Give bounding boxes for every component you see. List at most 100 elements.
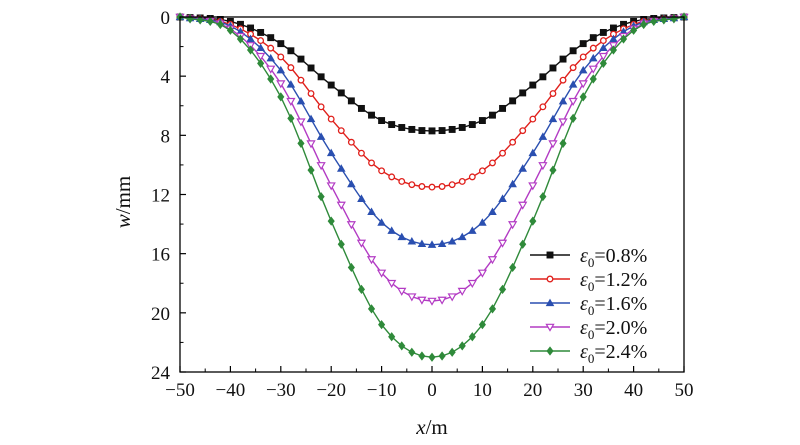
data-point <box>316 162 326 171</box>
data-point <box>407 293 417 302</box>
data-point <box>599 43 608 51</box>
data-point <box>277 92 285 102</box>
data-point <box>327 81 335 89</box>
data-point <box>489 159 496 167</box>
data-point <box>487 256 498 265</box>
legend-symbol: ε <box>580 341 588 363</box>
data-point <box>579 53 587 61</box>
data-point <box>489 111 496 119</box>
data-point <box>327 115 335 123</box>
data-point <box>609 34 618 43</box>
data-point <box>498 284 507 294</box>
x-tick-label: −50 <box>165 380 195 401</box>
data-point <box>388 173 396 181</box>
data-point <box>408 181 416 189</box>
legend-subscript: 0 <box>588 279 595 294</box>
data-point <box>368 159 375 167</box>
data-point <box>457 232 467 241</box>
axes-layer: −50 −40 −30 −20 −10 0 10 20 30 40 50 0 4 8 12 16 20 24 <box>151 8 694 401</box>
y-tick-label: 24 <box>151 363 171 384</box>
data-point <box>457 287 467 296</box>
data-point <box>447 236 457 245</box>
data-point <box>588 53 598 62</box>
data-point <box>397 232 407 241</box>
data-point <box>437 296 447 305</box>
data-point <box>347 262 355 273</box>
data-point <box>589 44 597 52</box>
data-point <box>317 103 325 111</box>
data-point <box>428 352 436 362</box>
series-layer <box>175 12 689 362</box>
legend-label: ε0=2.4% <box>580 341 647 366</box>
data-point <box>519 127 527 135</box>
data-point <box>347 97 355 105</box>
data-point <box>467 279 477 289</box>
data-point <box>478 320 486 330</box>
data-point <box>568 80 578 88</box>
data-point <box>549 165 557 175</box>
data-point <box>529 115 537 123</box>
data-point <box>317 192 325 202</box>
y-tick-label: 20 <box>151 304 170 325</box>
data-point <box>630 25 638 35</box>
data-point <box>357 104 365 112</box>
data-point <box>257 28 265 36</box>
data-point <box>296 118 306 127</box>
x-tick-label: −10 <box>367 380 397 401</box>
data-point <box>286 97 296 106</box>
legend-symbol: ε <box>580 317 588 339</box>
data-point <box>518 201 528 210</box>
y-axis-title-var: w <box>111 214 135 228</box>
data-point <box>388 332 396 342</box>
data-point <box>356 239 367 248</box>
data-point <box>388 121 396 129</box>
data-point <box>609 45 618 55</box>
data-point <box>599 58 607 68</box>
data-point <box>539 73 547 81</box>
data-point <box>539 103 547 111</box>
data-point <box>367 207 376 216</box>
legend-label: ε0=2.0% <box>580 317 647 342</box>
y-axis-title: w/mm <box>111 176 135 229</box>
data-point <box>509 97 517 105</box>
x-axis-title: x/m <box>415 415 448 439</box>
data-point <box>378 167 386 175</box>
data-point <box>548 114 558 123</box>
data-point <box>538 132 548 140</box>
data-point <box>357 149 365 157</box>
legend-marker <box>546 346 554 356</box>
data-point <box>307 90 315 97</box>
data-point <box>286 80 296 88</box>
data-point <box>347 138 355 146</box>
legend-marker <box>546 251 554 259</box>
data-point <box>478 167 486 175</box>
data-point <box>326 182 336 191</box>
legend: ε0=0.8%ε0=1.2%ε0=1.6%ε0=2.0%ε0=2.4% <box>530 245 647 366</box>
data-point <box>398 178 406 185</box>
data-point <box>397 287 407 296</box>
data-point <box>346 221 356 230</box>
data-point <box>307 165 315 175</box>
data-point <box>568 97 578 106</box>
data-point <box>316 132 326 140</box>
legend-marker <box>545 323 555 332</box>
data-point <box>267 44 275 52</box>
data-point <box>366 256 377 265</box>
data-point <box>548 140 558 149</box>
data-point <box>559 76 567 84</box>
data-point <box>368 111 375 119</box>
legend-subscript: 0 <box>588 327 595 342</box>
data-point <box>376 269 387 278</box>
data-point <box>347 179 356 188</box>
data-point <box>247 24 255 32</box>
data-point <box>478 117 486 125</box>
data-point <box>497 239 508 248</box>
data-point <box>458 124 466 131</box>
data-point <box>378 320 386 330</box>
x-tick-label: −30 <box>266 380 296 401</box>
data-point <box>257 58 265 68</box>
data-point <box>398 124 406 131</box>
data-point <box>336 201 346 210</box>
data-point <box>427 297 437 306</box>
